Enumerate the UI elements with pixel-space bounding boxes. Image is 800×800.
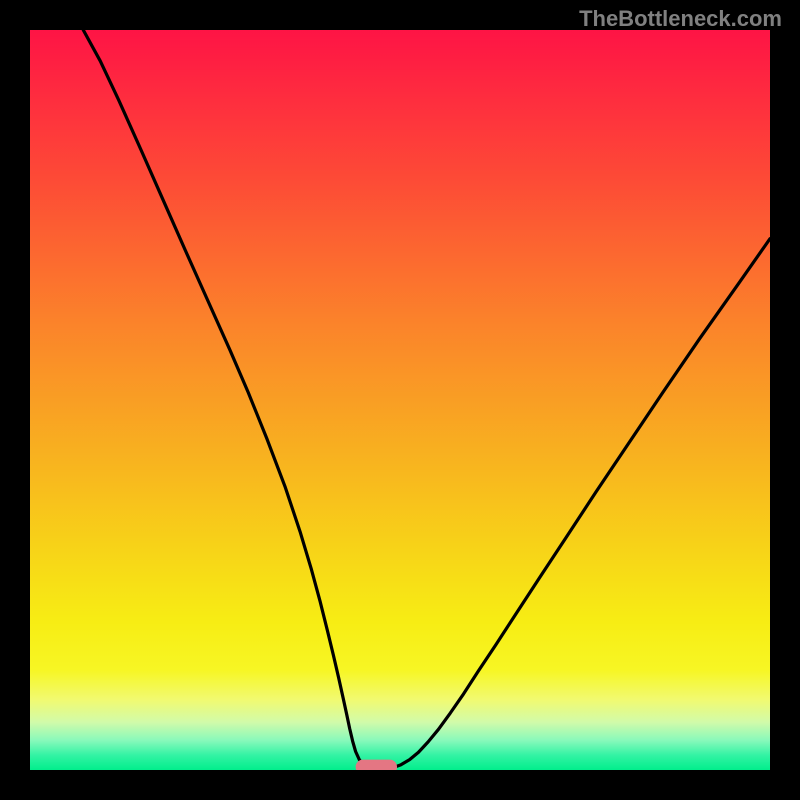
optimal-marker bbox=[356, 760, 397, 770]
watermark-text: TheBottleneck.com bbox=[579, 6, 782, 32]
bottleneck-curve-chart bbox=[30, 30, 770, 770]
chart-container bbox=[30, 30, 770, 770]
